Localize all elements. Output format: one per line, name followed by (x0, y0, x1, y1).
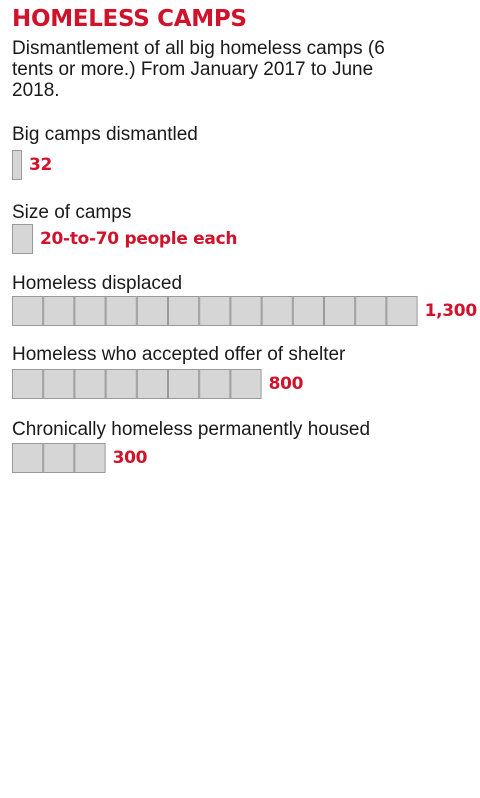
bar-block (12, 150, 22, 180)
bar (12, 296, 418, 326)
bar-block (292, 296, 324, 326)
bar-block (74, 443, 106, 473)
bar-block (386, 296, 418, 326)
bar-block (199, 296, 231, 326)
bar-block (324, 296, 356, 326)
chart-subtitle: Dismantlement of all big homeless camps … (12, 38, 385, 101)
bar-block (74, 296, 106, 326)
value-label: 800 (268, 374, 304, 394)
bar (12, 224, 33, 254)
bar-block (136, 369, 169, 399)
bar-block (136, 296, 169, 326)
row-label: Homeless who accepted offer of shelter (12, 344, 346, 365)
bar-block (12, 443, 44, 473)
bar-block (105, 369, 137, 399)
bar (12, 443, 106, 473)
bar-block (12, 296, 44, 326)
chart-title: HOMELESS CAMPS (12, 6, 247, 32)
value-label: 300 (112, 448, 148, 468)
value-label: 20-to-70 people each (40, 229, 238, 249)
bar-block (12, 224, 33, 254)
value-label: 32 (29, 155, 53, 175)
bar-block (168, 369, 200, 399)
row-label: Size of camps (12, 202, 132, 223)
value-label: 1,300 (424, 301, 478, 321)
bar-block (168, 296, 200, 326)
bar-block (43, 296, 75, 326)
bar (12, 369, 262, 399)
bar-block (261, 296, 293, 326)
bar-block (199, 369, 231, 399)
bar-block (43, 443, 75, 473)
bar-block (230, 369, 262, 399)
row-label: Chronically homeless permanently housed (12, 419, 371, 440)
row-label: Big camps dismantled (12, 124, 198, 145)
bar-block (43, 369, 75, 399)
bar-block (355, 296, 387, 326)
bar (12, 150, 22, 180)
bar-block (105, 296, 137, 326)
bar-block (12, 369, 44, 399)
row-label: Homeless displaced (12, 273, 183, 294)
bar-block (230, 296, 262, 326)
bar-block (74, 369, 106, 399)
